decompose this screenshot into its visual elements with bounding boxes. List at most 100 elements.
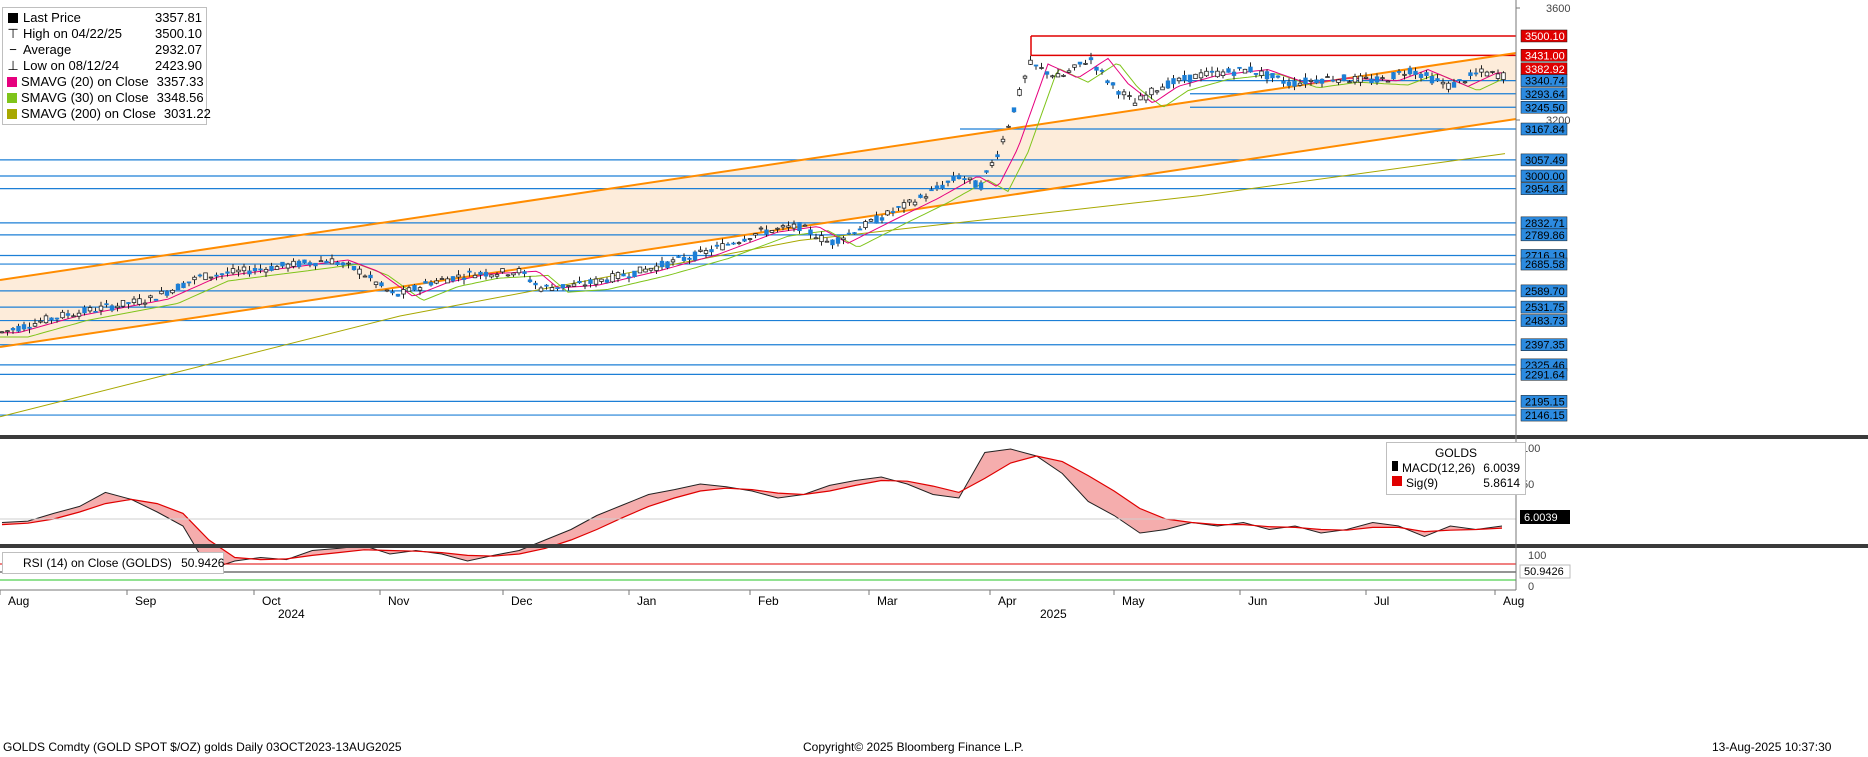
candle-body	[1270, 73, 1275, 79]
candle-body	[351, 266, 357, 271]
legend-value: 3500.10	[155, 26, 202, 41]
candle-body	[896, 206, 901, 208]
candle-body	[1050, 75, 1055, 78]
macd-legend: GOLDS MACD(12,26) 6.0039 Sig(9) 5.8614	[1386, 442, 1526, 495]
candle-body	[49, 317, 54, 321]
channel-line	[0, 52, 1517, 281]
price-tag-bg	[1520, 284, 1568, 298]
legend-icon: ⊤	[7, 26, 19, 41]
candle-body	[357, 268, 362, 275]
price-tag-bg	[1520, 87, 1568, 101]
legend-label: SMAVG (200) on Close	[21, 106, 156, 121]
candle-body	[60, 311, 65, 319]
price-tag-label: 2589.70	[1525, 286, 1565, 298]
candle-body	[929, 189, 934, 192]
candle-body	[995, 154, 1000, 158]
price-tag-bg	[1520, 49, 1568, 62]
month-label: Aug	[8, 594, 29, 608]
legend-row: SMAVG (200) on Close 3031.22	[7, 106, 211, 122]
candle-body	[1171, 78, 1176, 85]
price-tag-bg	[1520, 101, 1568, 114]
candle-body	[610, 273, 615, 283]
legend-icon	[7, 74, 17, 90]
candle-body	[252, 268, 258, 272]
candle-body	[560, 284, 566, 289]
candle-body	[544, 284, 549, 287]
month-label: Oct	[262, 594, 281, 608]
candle-body	[1248, 66, 1253, 73]
price-tag-bg	[1520, 169, 1568, 183]
candle-body	[1198, 72, 1204, 79]
candle-body	[263, 268, 269, 273]
candle-body	[599, 278, 604, 282]
candle-body	[115, 305, 120, 309]
candle-body	[1105, 80, 1110, 84]
candle-body	[280, 261, 285, 267]
candle-body	[1457, 79, 1462, 81]
candle-body	[395, 293, 401, 297]
candle-body	[786, 225, 791, 228]
price-tag-label: 2832.71	[1525, 218, 1565, 230]
panel-divider	[0, 435, 1868, 439]
candle-body	[621, 273, 626, 277]
candle-body	[1011, 107, 1017, 113]
candle-body	[1446, 82, 1451, 90]
candle-body	[753, 233, 758, 236]
candle-body	[945, 180, 951, 183]
legend-icon: −	[9, 42, 17, 57]
candle-body	[1479, 68, 1484, 73]
candle-body	[1314, 79, 1319, 84]
candle-body	[1391, 72, 1396, 80]
candle-body	[885, 210, 890, 216]
candle-body	[769, 230, 775, 233]
candle-body	[538, 287, 544, 292]
price-tag-label: 2195.15	[1525, 396, 1565, 408]
candle-body	[879, 217, 885, 221]
candle-body	[291, 260, 296, 267]
candle-body	[159, 290, 164, 295]
price-tag-bg	[1520, 122, 1568, 136]
candle-body	[1160, 86, 1165, 91]
macd-swatch	[1392, 461, 1398, 471]
price-tag-label: 2789.86	[1525, 230, 1565, 242]
candle-body	[192, 276, 197, 281]
candle-body	[626, 276, 632, 279]
candle-body	[423, 281, 428, 284]
candle-body	[1253, 73, 1259, 75]
candle-body	[632, 270, 637, 278]
candle-body	[236, 269, 241, 273]
candle-body	[0, 331, 5, 334]
candle-body	[549, 287, 555, 291]
candle-body	[296, 260, 302, 268]
candle-body	[1088, 57, 1094, 61]
candle-body	[1341, 74, 1347, 81]
legend-value: 2423.90	[155, 58, 202, 73]
sma200-line	[0, 153, 1506, 418]
candle-body	[857, 228, 863, 231]
candle-body	[951, 175, 956, 181]
candle-body	[676, 256, 681, 258]
candle-body	[5, 330, 10, 333]
candle-body	[907, 199, 912, 203]
candle-body	[274, 266, 280, 270]
candle-body	[868, 218, 874, 222]
candle-body	[93, 310, 98, 313]
footer-right: 13-Aug-2025 10:37:30	[1712, 740, 1832, 754]
macd-axis: 1005006.0039	[1520, 443, 1570, 526]
candle-body	[1220, 71, 1226, 76]
candle-body	[1462, 81, 1468, 84]
candle-body	[384, 289, 390, 292]
legend-value: 3357.81	[155, 10, 202, 25]
candle-body	[1418, 73, 1424, 78]
candle-body	[1402, 73, 1407, 76]
year-label: 2024	[278, 607, 305, 621]
trend-channel-lines	[0, 52, 1517, 348]
price-tag-bg	[1520, 182, 1568, 195]
candle-body	[1187, 74, 1193, 83]
price-tag-bg	[1520, 74, 1568, 87]
candle-body	[874, 215, 879, 224]
price-tag-bg	[1520, 368, 1568, 381]
candle-body	[703, 250, 709, 254]
price-tag-label: 3293.64	[1525, 89, 1565, 101]
